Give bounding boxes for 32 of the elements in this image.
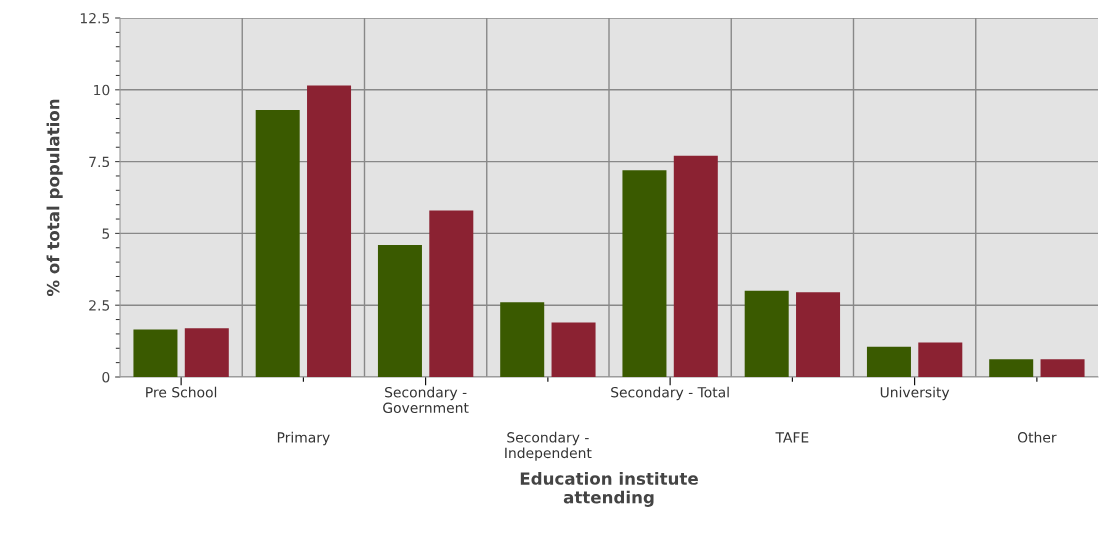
y-tick-label: 12.5 [80,12,110,24]
y-tick-label: 2.5 [89,300,110,311]
bar [989,359,1034,377]
x-tick-label: University [880,386,950,401]
x-tick-label: Secondary - Independent [505,431,592,461]
y-tick-label: 0 [102,371,110,383]
y-tick-label: 7.5 [89,156,110,168]
x-tick-label: Secondary - Total [611,386,729,401]
bar [184,328,229,377]
bar [1040,359,1085,377]
bar [429,210,474,377]
bar [255,109,300,377]
bar [307,85,352,377]
bar [133,329,178,377]
x-axis-title: Education institute attending [520,471,698,507]
y-tick-label: 10 [94,84,110,96]
bar [500,302,545,377]
bar [744,290,789,377]
x-tick-label: Pre School [146,386,217,398]
x-tick-label: Secondary - Government [383,386,469,414]
bar [866,346,911,377]
x-tick-label: Other [1017,431,1057,443]
bar [673,155,718,377]
y-axis-title: % of total population [46,99,63,297]
bar [796,292,841,377]
bar [918,342,963,377]
x-tick-label: Primary [277,431,330,446]
bar [377,244,422,377]
bar [622,170,667,377]
bar [551,322,596,377]
y-tick-label: 5 [102,228,110,239]
x-tick-label: TAFE [775,432,809,443]
